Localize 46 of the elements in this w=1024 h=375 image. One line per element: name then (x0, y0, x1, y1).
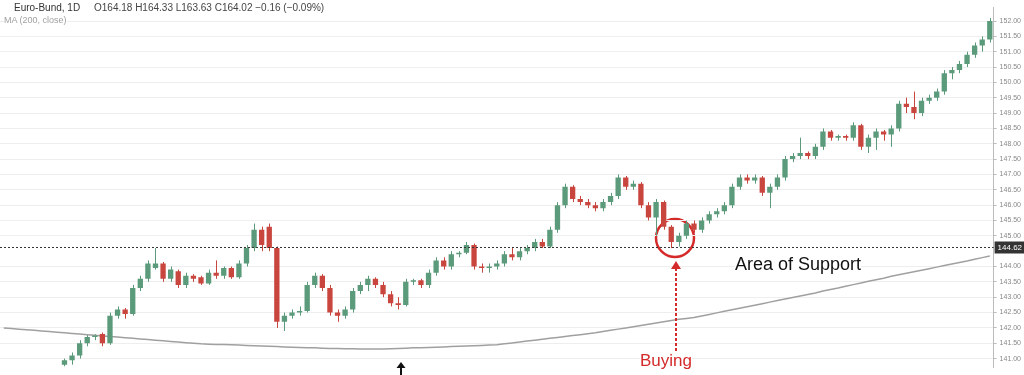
candlestick (865, 134, 872, 154)
annotation: Buying (640, 351, 692, 371)
candlestick (251, 223, 257, 252)
candlestick (243, 244, 250, 268)
candlestick (281, 312, 288, 332)
candlestick (213, 259, 219, 280)
candlestick (236, 259, 242, 280)
candlestick (562, 183, 568, 209)
candlestick (767, 183, 773, 209)
candlestick (645, 201, 652, 221)
candlestick (448, 250, 454, 271)
candlestick (797, 137, 803, 160)
candlestick (76, 339, 83, 360)
candlestick (638, 181, 644, 209)
candlestick (160, 261, 166, 283)
ref-line-label: 144.62 (997, 242, 1023, 252)
candlestick (873, 127, 879, 151)
candlestick (547, 226, 553, 249)
candlestick (433, 256, 439, 277)
candlestick (729, 183, 735, 209)
candlestick (615, 173, 621, 200)
candlestick (175, 269, 181, 289)
candlestick (850, 121, 856, 142)
candlestick (152, 247, 159, 271)
annotation: Area of Support (735, 254, 862, 275)
candlestick (911, 91, 917, 120)
candlestick (820, 127, 826, 151)
candlestick (350, 287, 356, 314)
candlestick (425, 269, 432, 289)
candlestick (941, 69, 947, 96)
candlestick (683, 219, 690, 240)
candlestick (918, 97, 925, 117)
candlestick (782, 155, 788, 182)
candlestick (403, 278, 409, 307)
chart-subtitle: O164.18 H164.33 L163.63 C164.02 −0.16 (−0.09%) (94, 2, 325, 13)
chart-title: Euro-Bund, 1D (14, 2, 81, 13)
candlestick (888, 124, 894, 148)
candlestick (759, 175, 765, 197)
candlestick (259, 226, 265, 252)
candlestick (653, 198, 659, 237)
candlestick (668, 224, 674, 249)
candlestick (266, 223, 272, 252)
candlestick (858, 123, 864, 151)
text: MA (200, close) (4, 15, 67, 25)
candlestick (145, 259, 151, 283)
candlestick (471, 243, 477, 271)
